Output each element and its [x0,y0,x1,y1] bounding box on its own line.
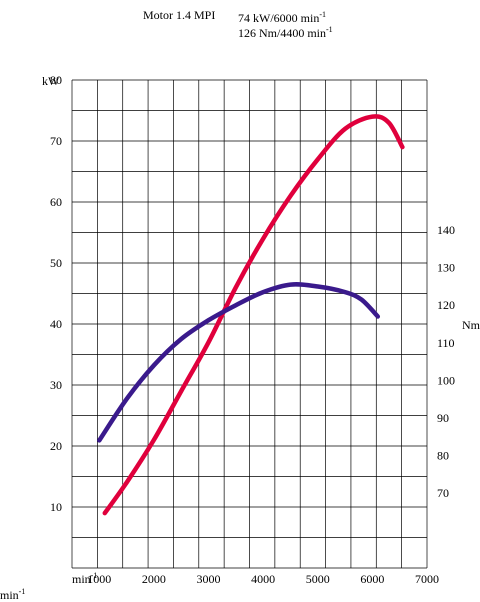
x-axis-unit-text: min [72,572,91,586]
power-curve [102,114,405,516]
x-tick-label: 1000 [87,572,111,586]
x-tick-label: 5000 [306,572,330,586]
x-axis-corner-unit: min-1 [0,587,25,602]
right-tick-label: 110 [437,336,455,350]
x-tick-label: 4000 [251,572,275,586]
torque-curve [97,282,381,443]
left-axis-unit: kW [42,74,60,88]
right-tick-label: 100 [437,373,455,387]
x-axis-corner-unit-text: min [0,588,19,602]
right-axis-ticks: 70 80 90 100 110 120 130 140 [437,223,455,500]
left-tick-label: 70 [50,134,62,148]
left-tick-label: 60 [50,195,62,209]
torque-spec-exponent: -1 [326,25,333,34]
torque-spec: 126 Nm/4400 min-1 [238,23,333,40]
right-tick-label: 140 [437,223,455,237]
x-tick-label: 3000 [197,572,221,586]
right-tick-label: 90 [437,411,449,425]
chart-grid [71,79,428,569]
left-tick-label: 50 [50,256,62,270]
x-tick-label: 7000 [415,572,439,586]
right-tick-label: 80 [437,448,449,462]
power-spec: 74 kW/6000 min-1 [238,8,326,25]
left-tick-label: 80 [50,73,62,87]
left-tick-label: 40 [50,317,62,331]
left-tick-label: 20 [50,439,62,453]
left-tick-label: 10 [50,500,62,514]
x-axis-ticks: 1000 2000 3000 4000 5000 6000 7000 [87,572,439,586]
left-tick-label: 30 [50,378,62,392]
engine-label: Motor 1.4 MPI [143,8,216,22]
right-tick-label: 70 [437,486,449,500]
power-spec-value: 74 kW/6000 min [238,11,320,25]
x-axis-unit-exponent: -1 [91,571,98,580]
x-tick-label: 2000 [142,572,166,586]
x-axis-corner-unit-exponent: -1 [19,587,26,596]
chart-curves [97,114,405,516]
left-axis-ticks: 10 20 30 40 50 60 70 80 [50,73,62,514]
right-tick-label: 120 [437,298,455,312]
right-tick-label: 130 [437,261,455,275]
torque-spec-value: 126 Nm/4400 min [238,26,327,40]
x-axis-unit: min-1 [72,571,97,586]
power-spec-exponent: -1 [319,10,326,19]
x-tick-label: 6000 [360,572,384,586]
right-axis-unit: Nm [462,318,480,332]
